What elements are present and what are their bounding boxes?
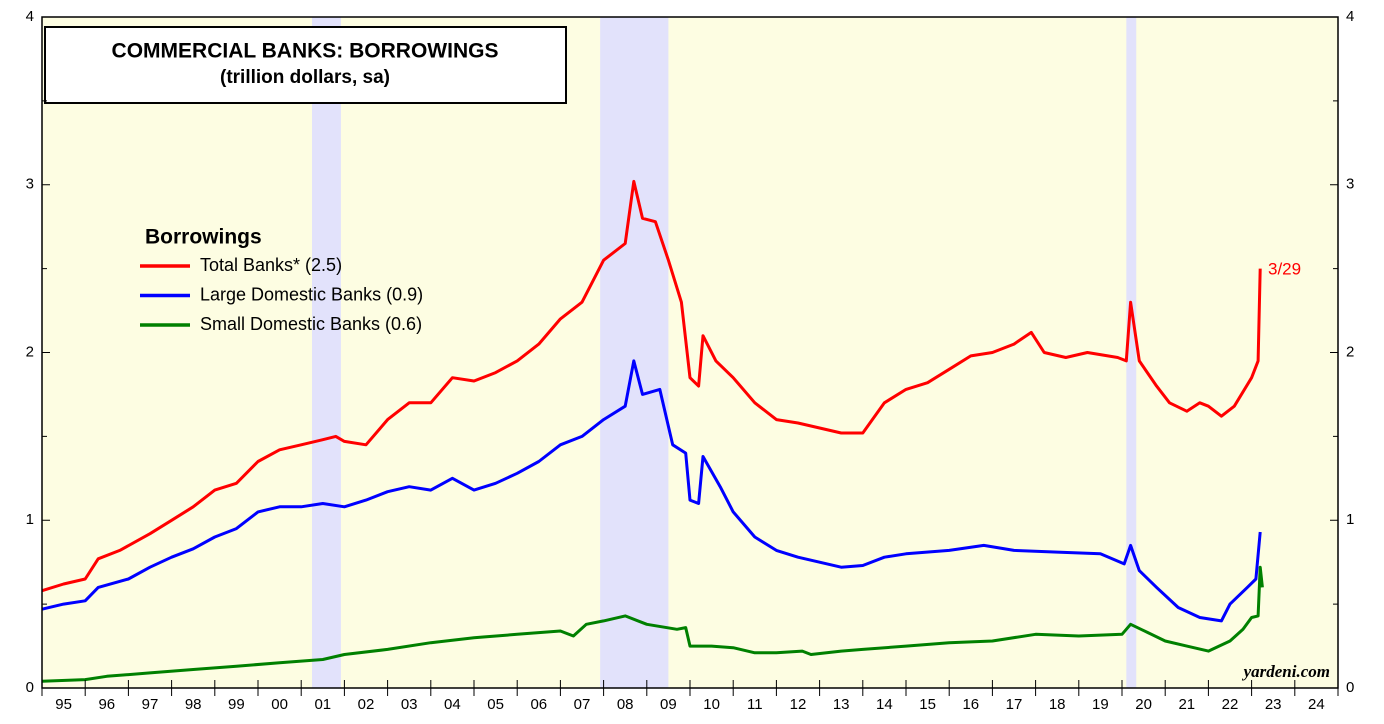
legend-label: Small Domestic Banks (0.6): [200, 314, 422, 334]
legend-title: Borrowings: [145, 226, 262, 249]
x-tick-label: 14: [876, 696, 893, 713]
annotation: 3/29: [1268, 259, 1301, 278]
x-tick-label: 13: [833, 696, 850, 713]
x-tick-label: 20: [1135, 696, 1152, 713]
x-tick-label: 21: [1178, 696, 1195, 713]
x-tick-label: 10: [703, 696, 720, 713]
series-line: [41, 359, 1262, 623]
y2-tick-label: 0: [1346, 679, 1354, 696]
y2-tick-label: 3: [1346, 176, 1354, 193]
x-tick-label: 09: [660, 696, 677, 713]
x-tick-label: 97: [142, 696, 159, 713]
x-tick-label: 96: [98, 696, 115, 713]
x-tick-label: 22: [1222, 696, 1239, 713]
x-tick-label: 19: [1092, 696, 1109, 713]
recession-shade: [312, 17, 341, 688]
x-tick-label: 95: [55, 696, 72, 713]
x-tick-label: 08: [617, 696, 634, 713]
x-tick-label: 23: [1265, 696, 1282, 713]
y2-tick-label: 4: [1346, 8, 1354, 25]
x-tick-label: 99: [228, 696, 245, 713]
x-tick-label: 18: [1049, 696, 1066, 713]
x-tick-label: 98: [185, 696, 202, 713]
x-tick-label: 04: [444, 696, 461, 713]
chart-subtitle: (trillion dollars, sa): [220, 67, 390, 88]
series-line: [41, 179, 1262, 593]
x-tick-label: 16: [962, 696, 979, 713]
y-tick-label: 1: [26, 511, 34, 528]
x-tick-label: 02: [358, 696, 375, 713]
x-tick-label: 15: [919, 696, 936, 713]
x-tick-label: 07: [574, 696, 591, 713]
y2-tick-label: 1: [1346, 511, 1354, 528]
x-tick-label: 01: [314, 696, 331, 713]
y-tick-label: 3: [26, 176, 34, 193]
y-tick-label: 2: [26, 343, 34, 360]
x-tick-label: 00: [271, 696, 288, 713]
recession-shade: [600, 17, 669, 688]
x-tick-label: 17: [1006, 696, 1023, 713]
x-tick-label: 11: [747, 696, 763, 713]
x-tick-label: 06: [530, 696, 547, 713]
x-tick-label: 03: [401, 696, 418, 713]
y-tick-label: 4: [26, 8, 34, 25]
x-tick-label: 12: [790, 696, 807, 713]
source-label: yardeni.com: [1242, 662, 1330, 681]
recession-shade: [1126, 17, 1137, 688]
series-line: [41, 565, 1264, 683]
x-tick-label: 24: [1308, 696, 1325, 713]
y-tick-label: 0: [26, 679, 34, 696]
chart-title: COMMERCIAL BANKS: BORROWINGS: [112, 40, 499, 63]
y2-tick-label: 2: [1346, 343, 1354, 360]
legend-label: Total Banks* (2.5): [200, 255, 342, 275]
x-tick-label: 05: [487, 696, 504, 713]
plot-background: [42, 17, 1338, 688]
legend-label: Large Domestic Banks (0.9): [200, 284, 423, 304]
title-box: [44, 26, 567, 104]
